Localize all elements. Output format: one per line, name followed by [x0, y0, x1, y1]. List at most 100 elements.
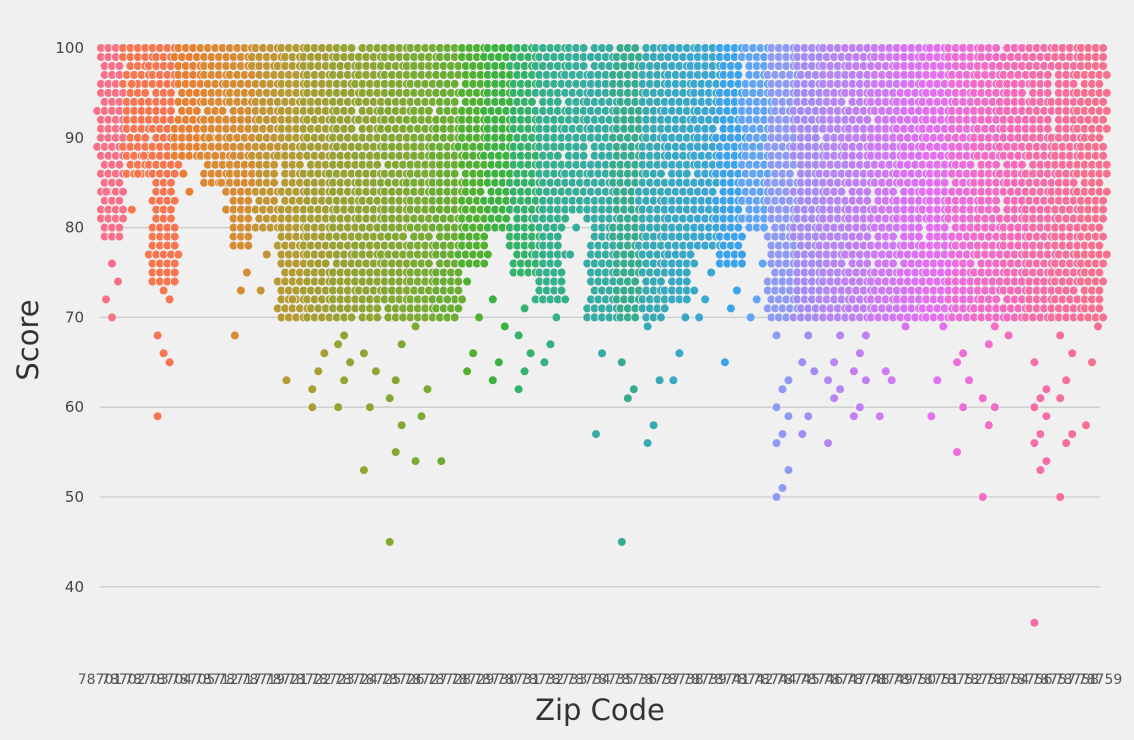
swarm-point [1043, 88, 1053, 98]
outlier-point [1081, 420, 1091, 431]
swarm-point [475, 186, 486, 197]
swarm-point [114, 222, 125, 233]
swarm-point [681, 168, 692, 179]
outlier-point [390, 447, 401, 457]
swarm-point [140, 88, 151, 98]
outlier-point [771, 438, 782, 448]
swarm-point [192, 106, 202, 116]
swarm-point [114, 61, 125, 71]
swarm-point [552, 258, 563, 269]
outlier-point [783, 465, 794, 475]
outlier-point [720, 357, 730, 368]
swarm-point [630, 276, 640, 287]
outlier-point [1067, 429, 1077, 439]
swarm-point [862, 258, 873, 269]
outlier-point [133, 168, 143, 179]
outlier-point [442, 294, 453, 305]
outlier-point [551, 312, 562, 323]
outlier-point [1041, 411, 1052, 422]
swarm-series-5 [221, 43, 261, 341]
swarm-point [681, 294, 692, 305]
outlier-point [849, 411, 859, 422]
y-tick-80: 80 [65, 219, 84, 237]
outlier-point [390, 375, 401, 386]
outlier-point [964, 375, 974, 386]
swarm-point [295, 159, 305, 170]
outlier-point [101, 294, 111, 305]
swarm-point [862, 195, 873, 206]
swarm-point [552, 151, 563, 161]
outlier-point [493, 357, 504, 368]
swarm-point [733, 70, 744, 80]
swarm-point [372, 312, 383, 323]
swarm-point [552, 240, 563, 251]
swarm-point [689, 285, 699, 296]
outlier-point [519, 366, 530, 377]
outlier-point [926, 411, 937, 422]
outlier-point [1055, 393, 1065, 404]
outlier-point [1003, 330, 1014, 341]
outlier-point [396, 339, 407, 350]
outlier-point [642, 321, 653, 332]
y-tick-90: 90 [65, 129, 84, 147]
outlier-point [880, 366, 891, 377]
outlier-point [101, 186, 111, 197]
swarm-point [656, 168, 666, 179]
outlier-point [571, 222, 581, 233]
swarm-point [243, 213, 254, 224]
outlier-point [622, 393, 633, 404]
swarm-point [556, 222, 567, 233]
swarm-point [453, 267, 464, 278]
swarm-point [398, 231, 408, 242]
y-tick-40: 40 [65, 578, 84, 596]
swarm-point [1098, 52, 1108, 62]
swarm-series-16 [504, 43, 545, 395]
outlier-point [694, 312, 704, 323]
outlier-point [410, 456, 421, 466]
outlier-point [164, 357, 175, 368]
swarm-point [243, 231, 254, 242]
y-tick-labels: 40 50 60 70 80 90 100 [55, 39, 84, 596]
outlier-point [900, 321, 911, 332]
outlier-point [468, 348, 478, 359]
outlier-point [674, 348, 685, 359]
outlier-point [732, 285, 742, 296]
swarm-point [1043, 115, 1053, 125]
outlier-point [474, 312, 484, 323]
swarm-point [1102, 70, 1112, 80]
outlier-point [333, 339, 343, 350]
swarm-point [578, 142, 589, 152]
outlier-point [771, 330, 782, 341]
swarm-point [166, 213, 176, 224]
outlier-point [616, 537, 627, 547]
outlier-point [591, 429, 601, 439]
outlier-point [287, 294, 298, 305]
y-axis-label: Score [11, 299, 45, 380]
outlier-point [797, 357, 808, 368]
swarm-point [346, 124, 357, 134]
outlier-point [829, 357, 839, 368]
swarm-point [1098, 142, 1108, 152]
outlier-point [958, 402, 968, 413]
swarm-point [991, 294, 1001, 305]
outlier-point [384, 537, 395, 547]
swarm-point [560, 294, 570, 305]
swarm-point [243, 240, 254, 251]
swarm-point [1102, 186, 1112, 197]
outlier-point [1087, 357, 1097, 368]
swarm-point [836, 258, 847, 269]
outlier-point [365, 402, 375, 413]
swarm-point [320, 258, 331, 269]
outlier-point [977, 393, 988, 404]
outlier-point [313, 366, 324, 377]
swarm-point [785, 168, 795, 179]
swarm-point [991, 204, 1001, 215]
outlier-point [462, 276, 472, 287]
swarm-point [1094, 222, 1105, 233]
swarm-point [991, 159, 1001, 170]
swarm-point [939, 222, 950, 233]
swarm-point [501, 213, 512, 224]
swarm-point [1098, 61, 1108, 71]
swarm-point [114, 231, 125, 242]
swarm-point [1094, 133, 1105, 143]
